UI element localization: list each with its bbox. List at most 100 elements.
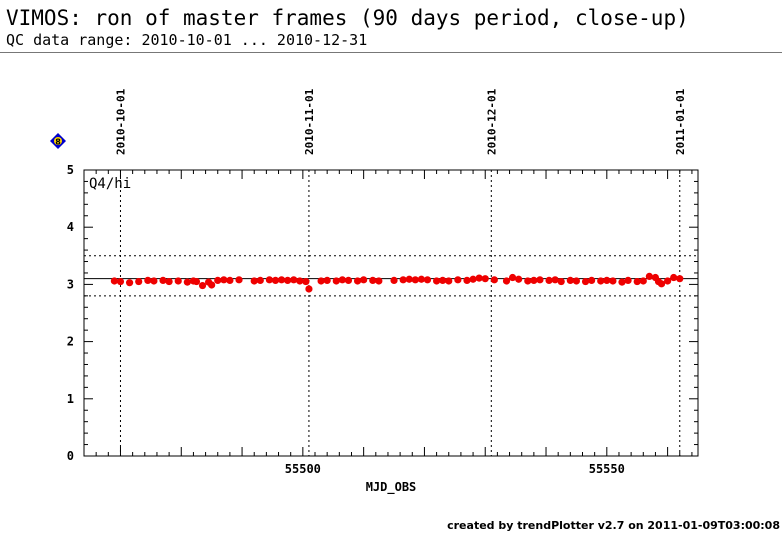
- data-point: [566, 276, 574, 284]
- data-point: [375, 277, 383, 285]
- data-point: [545, 276, 553, 284]
- data-points: [110, 272, 684, 293]
- y-tick-labels: 0 1 2 3 4 5: [67, 163, 74, 463]
- data-point: [305, 285, 313, 293]
- date-labels: 2010-10-01 2010-11-01 2010-12-01 2011-01-01: [114, 88, 686, 155]
- date-label: 2010-11-01: [303, 88, 316, 155]
- data-point: [338, 276, 346, 284]
- y-tick-label: 3: [67, 277, 74, 291]
- data-point: [399, 276, 407, 284]
- data-point: [302, 277, 310, 286]
- data-point: [405, 275, 413, 283]
- plot-frame: [83, 169, 699, 457]
- data-point: [159, 276, 167, 284]
- data-point: [676, 275, 684, 283]
- data-point: [360, 276, 368, 284]
- y-tick-label: 2: [67, 335, 74, 349]
- data-point: [198, 281, 207, 290]
- data-point: [317, 277, 325, 285]
- data-point: [597, 277, 605, 285]
- data-point: [277, 276, 286, 284]
- data-point: [609, 277, 617, 285]
- data-point: [657, 280, 666, 288]
- data-point: [150, 277, 158, 285]
- data-point: [536, 276, 544, 284]
- data-point: [481, 275, 489, 283]
- data-point: [250, 277, 258, 285]
- data-point: [226, 276, 234, 284]
- data-point: [369, 276, 377, 284]
- data-point: [296, 277, 304, 285]
- data-point: [454, 276, 462, 284]
- page-title: VIMOS: ron of master frames (90 days per…: [6, 6, 689, 30]
- y-tick-label: 4: [67, 220, 74, 234]
- data-point: [469, 275, 477, 283]
- data-point: [220, 276, 228, 284]
- data-point: [557, 277, 565, 286]
- data-point: [353, 277, 362, 285]
- date-marker-lines: [119, 170, 681, 456]
- data-point: [588, 276, 596, 284]
- data-point: [144, 276, 152, 284]
- data-point: [502, 277, 511, 285]
- data-point: [572, 277, 581, 285]
- data-point: [618, 278, 626, 286]
- data-point: [417, 275, 425, 283]
- data-point: [463, 276, 471, 284]
- data-point: [670, 273, 678, 282]
- page-subtitle: QC data range: 2010-10-01 ... 2010-12-31: [6, 31, 368, 49]
- data-point: [192, 277, 201, 286]
- data-point: [490, 276, 498, 284]
- data-point: [633, 277, 641, 286]
- data-point: [530, 276, 538, 284]
- data-point: [475, 274, 483, 282]
- data-point: [183, 278, 191, 286]
- data-point: [344, 276, 353, 284]
- x-tick-label: 55500: [285, 462, 321, 476]
- data-point: [508, 273, 517, 282]
- x-tick-labels: 55500 55550: [285, 462, 625, 476]
- data-point: [235, 276, 243, 284]
- data-point: [645, 272, 653, 280]
- data-point: [603, 276, 611, 284]
- data-point: [208, 281, 216, 289]
- date-label: 2010-10-01: [114, 88, 127, 155]
- data-point: [439, 276, 447, 284]
- axis-ticks: [83, 169, 698, 457]
- footer-credit: created by trendPlotter v2.7 on 2011-01-…: [447, 519, 780, 532]
- data-point: [551, 276, 559, 284]
- y-tick-label: 5: [67, 163, 74, 177]
- panel-label: Q4/hi: [89, 176, 131, 192]
- x-tick-label: 55550: [589, 462, 625, 476]
- date-label: 2010-12-01: [485, 88, 498, 155]
- data-point: [332, 277, 340, 285]
- data-point: [265, 276, 274, 284]
- data-point: [125, 279, 134, 287]
- data-point: [624, 276, 632, 284]
- data-point: [110, 277, 118, 285]
- title-divider: [0, 52, 782, 53]
- y-tick-label: 1: [67, 392, 74, 406]
- reference-lines: [84, 255, 698, 297]
- data-point: [445, 277, 453, 285]
- data-point: [135, 277, 143, 286]
- data-point: [515, 275, 523, 283]
- data-point: [639, 277, 647, 285]
- data-point: [323, 276, 331, 284]
- data-point: [284, 276, 292, 284]
- data-point: [524, 277, 532, 285]
- data-point: [290, 276, 298, 284]
- data-point: [581, 277, 590, 286]
- diamond-badge-icon: 8: [50, 133, 66, 149]
- data-point: [214, 276, 222, 284]
- data-point: [432, 277, 441, 285]
- badge-label: 8: [55, 138, 61, 147]
- data-point: [664, 277, 672, 285]
- x-axis-label: MJD_OBS: [366, 480, 417, 495]
- data-point: [174, 277, 182, 285]
- date-label: 2011-01-01: [674, 88, 687, 155]
- data-point: [256, 276, 264, 284]
- data-point: [116, 277, 125, 286]
- y-tick-label: 0: [67, 449, 74, 463]
